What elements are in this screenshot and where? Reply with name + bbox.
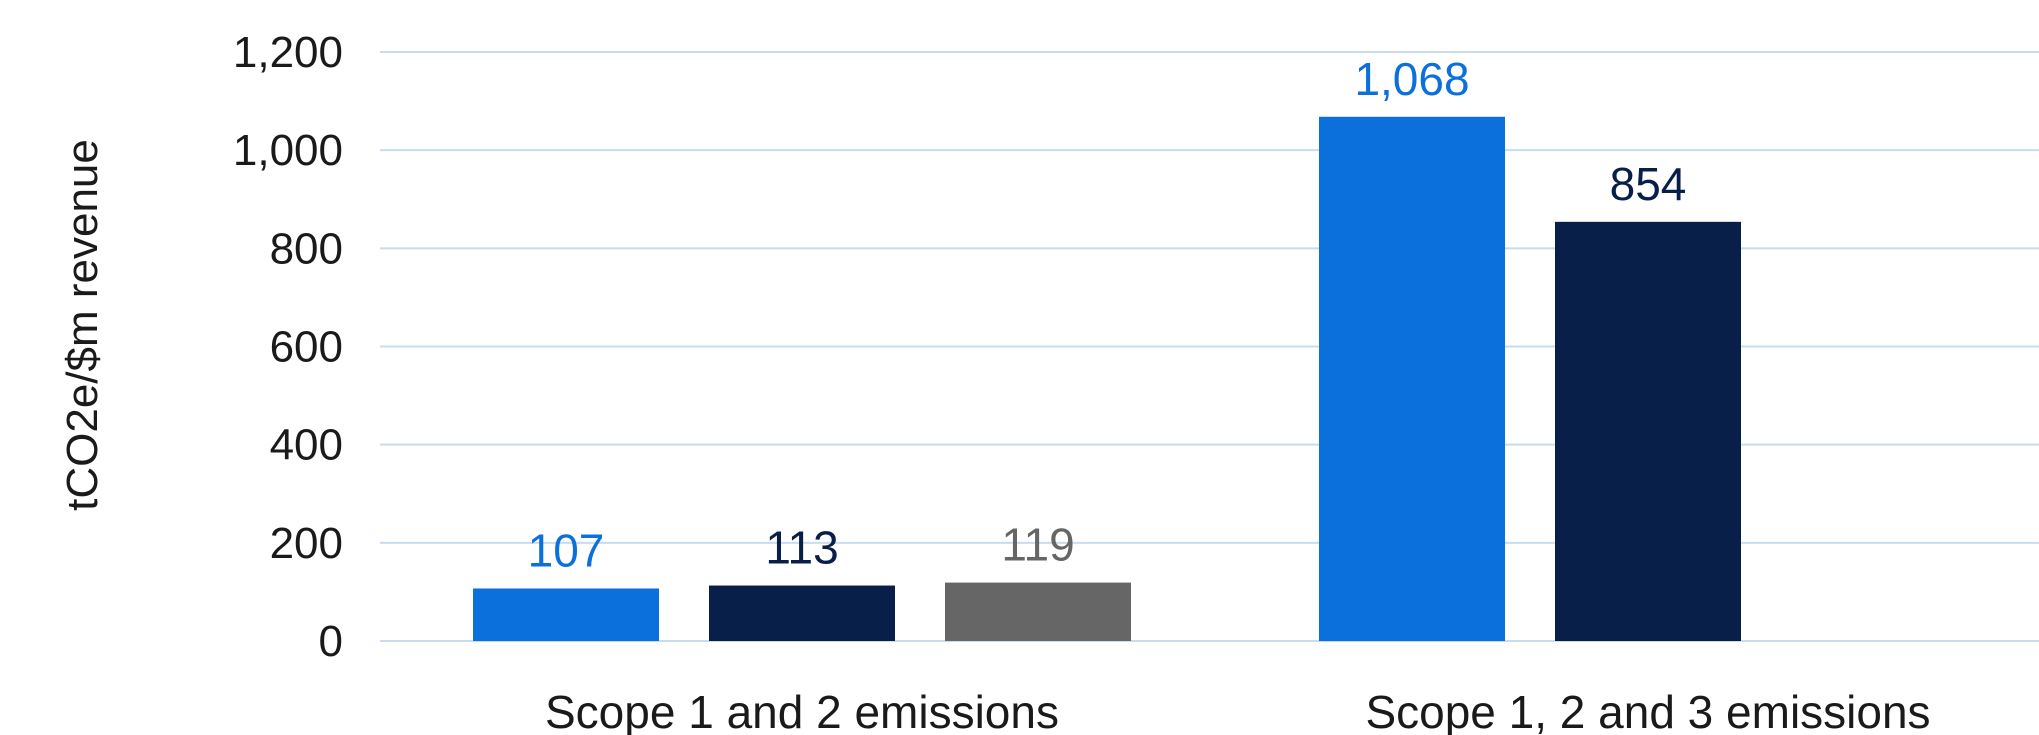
data-label: 854 bbox=[1610, 158, 1687, 210]
y-tick-label: 400 bbox=[270, 421, 343, 470]
data-label: 1,068 bbox=[1354, 53, 1469, 105]
y-tick-label: 600 bbox=[270, 323, 343, 372]
bar bbox=[709, 585, 895, 641]
data-labels: 107 113 119 1,068 854 bbox=[528, 53, 1687, 577]
x-axis-categories: Scope 1 and 2 emissions Scope 1, 2 and 3 … bbox=[545, 686, 1931, 735]
y-tick-label: 200 bbox=[270, 519, 343, 568]
y-axis-label: tCO2e/$m revenue bbox=[58, 139, 107, 511]
bar bbox=[1555, 221, 1741, 641]
y-tick-label: 1,200 bbox=[233, 28, 343, 77]
gridlines bbox=[380, 51, 2039, 642]
data-label: 113 bbox=[765, 522, 838, 574]
bar bbox=[473, 588, 659, 641]
y-tick-label: 1,000 bbox=[233, 126, 343, 175]
y-tick-label: 800 bbox=[270, 224, 343, 273]
y-tick-label: 0 bbox=[319, 617, 343, 666]
bars bbox=[473, 116, 1741, 642]
bar bbox=[945, 582, 1131, 641]
x-category-label: Scope 1 and 2 emissions bbox=[545, 686, 1059, 735]
data-label: 107 bbox=[528, 524, 605, 576]
data-label: 119 bbox=[1001, 519, 1074, 571]
bar bbox=[1319, 116, 1505, 642]
x-category-label: Scope 1, 2 and 3 emissions bbox=[1365, 686, 1930, 735]
y-axis-ticks: 0 200 400 600 800 1,000 1,200 bbox=[233, 28, 343, 666]
